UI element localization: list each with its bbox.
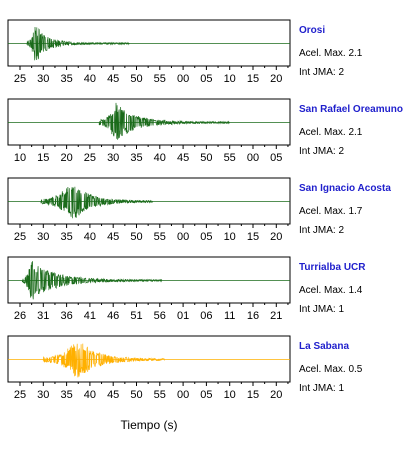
x-tick-label: 41 bbox=[84, 310, 96, 322]
station-name: Orosi bbox=[299, 25, 325, 36]
x-tick-label: 20 bbox=[270, 73, 282, 85]
x-tick-label: 30 bbox=[37, 231, 49, 243]
x-tick-label: 25 bbox=[14, 389, 26, 401]
x-tick-label: 05 bbox=[270, 152, 282, 164]
station-name: La Sabana bbox=[299, 341, 349, 352]
waveform-trace bbox=[98, 102, 230, 140]
accel-max-label: Acel. Max. 1.7 bbox=[299, 206, 363, 217]
x-tick-label: 45 bbox=[107, 73, 119, 85]
station-name: San Rafael Oreamuno bbox=[299, 104, 403, 115]
x-tick-label: 00 bbox=[177, 389, 189, 401]
x-tick-label: 06 bbox=[200, 310, 212, 322]
x-tick-label: 10 bbox=[14, 152, 26, 164]
x-tick-label: 10 bbox=[224, 73, 236, 85]
x-tick-label: 50 bbox=[200, 152, 212, 164]
seismogram-panel: 25 30 35 40 45 50 55 00 05 10 15 20 San Ignacio Acos… bbox=[7, 177, 391, 243]
x-tick-label: 55 bbox=[224, 152, 236, 164]
x-tick-label: 15 bbox=[37, 152, 49, 164]
x-tick-label: 50 bbox=[130, 231, 142, 243]
x-tick-label: 30 bbox=[37, 73, 49, 85]
x-axis-title: Tiempo (s) bbox=[121, 418, 178, 432]
x-tick-label: 51 bbox=[130, 310, 142, 322]
x-tick-label: 25 bbox=[14, 73, 26, 85]
station-name: San Ignacio Acosta bbox=[299, 183, 391, 194]
x-tick-label: 25 bbox=[84, 152, 96, 164]
waveform-trace bbox=[26, 26, 130, 61]
x-tick-label: 35 bbox=[60, 73, 72, 85]
x-tick-label: 25 bbox=[14, 231, 26, 243]
accel-max-label: Acel. Max. 1.4 bbox=[299, 285, 363, 296]
x-tick-label: 00 bbox=[177, 231, 189, 243]
x-tick-label: 16 bbox=[247, 310, 259, 322]
x-tick-label: 50 bbox=[130, 73, 142, 85]
x-tick-label: 15 bbox=[247, 389, 259, 401]
x-tick-label: 35 bbox=[60, 231, 72, 243]
x-tick-label: 15 bbox=[247, 73, 259, 85]
x-tick-label: 35 bbox=[130, 152, 142, 164]
accel-max-label: Acel. Max. 2.1 bbox=[299, 127, 363, 138]
waveform-trace bbox=[42, 343, 165, 378]
x-tick-label: 00 bbox=[247, 152, 259, 164]
x-tick-label: 30 bbox=[37, 389, 49, 401]
x-tick-label: 30 bbox=[107, 152, 119, 164]
plot-frame bbox=[7, 98, 291, 146]
x-tick-label: 56 bbox=[154, 310, 166, 322]
x-tick-label: 40 bbox=[84, 73, 96, 85]
accel-max-label: Acel. Max. 2.1 bbox=[299, 48, 363, 59]
x-tick-label: 20 bbox=[270, 231, 282, 243]
x-tick-label: 55 bbox=[154, 231, 166, 243]
int-jma-label: Int JMA: 1 bbox=[299, 304, 344, 315]
x-tick-label: 31 bbox=[37, 310, 49, 322]
x-tick-label: 50 bbox=[130, 389, 142, 401]
waveform-trace bbox=[40, 186, 153, 219]
x-tick-label: 05 bbox=[200, 389, 212, 401]
x-tick-label: 05 bbox=[200, 73, 212, 85]
x-tick-label: 40 bbox=[154, 152, 166, 164]
x-tick-label: 11 bbox=[224, 310, 235, 322]
x-tick-label: 35 bbox=[60, 389, 72, 401]
station-name: Turrialba UCR bbox=[299, 262, 366, 273]
x-tick-label: 45 bbox=[177, 152, 189, 164]
x-tick-label: 26 bbox=[14, 310, 26, 322]
waveform-trace bbox=[21, 261, 163, 300]
x-tick-label: 55 bbox=[154, 389, 166, 401]
x-tick-label: 10 bbox=[224, 389, 236, 401]
x-tick-label: 55 bbox=[154, 73, 166, 85]
x-tick-label: 45 bbox=[107, 231, 119, 243]
int-jma-label: Int JMA: 2 bbox=[299, 225, 344, 236]
seismogram-panel: 25 30 35 40 45 50 55 00 05 10 15 20 La Sabana Acel. M… bbox=[7, 335, 363, 401]
x-tick-label: 01 bbox=[177, 310, 189, 322]
int-jma-label: Int JMA: 2 bbox=[299, 67, 344, 78]
accel-max-label: Acel. Max. 0.5 bbox=[299, 364, 363, 375]
x-tick-label: 40 bbox=[84, 231, 96, 243]
int-jma-label: Int JMA: 2 bbox=[299, 146, 344, 157]
x-tick-label: 20 bbox=[60, 152, 72, 164]
x-tick-label: 45 bbox=[107, 389, 119, 401]
seismogram-panel: 25 30 35 40 45 50 55 00 05 10 15 20 Orosi Acel. Max. … bbox=[7, 19, 363, 85]
x-tick-label: 20 bbox=[270, 389, 282, 401]
x-tick-label: 40 bbox=[84, 389, 96, 401]
seismogram-panel: 26 31 36 41 46 51 56 01 06 11 16 21 Turrialba UCR Ace… bbox=[7, 256, 366, 322]
x-tick-label: 15 bbox=[247, 231, 259, 243]
x-tick-label: 10 bbox=[224, 231, 236, 243]
x-tick-label: 05 bbox=[200, 231, 212, 243]
x-tick-label: 21 bbox=[270, 310, 282, 322]
int-jma-label: Int JMA: 1 bbox=[299, 383, 344, 394]
x-tick-label: 36 bbox=[60, 310, 72, 322]
seismogram-panel: 10 15 20 25 30 35 40 45 50 55 00 05 San Rafael Oream… bbox=[7, 98, 403, 164]
x-tick-label: 00 bbox=[177, 73, 189, 85]
x-tick-label: 46 bbox=[107, 310, 119, 322]
